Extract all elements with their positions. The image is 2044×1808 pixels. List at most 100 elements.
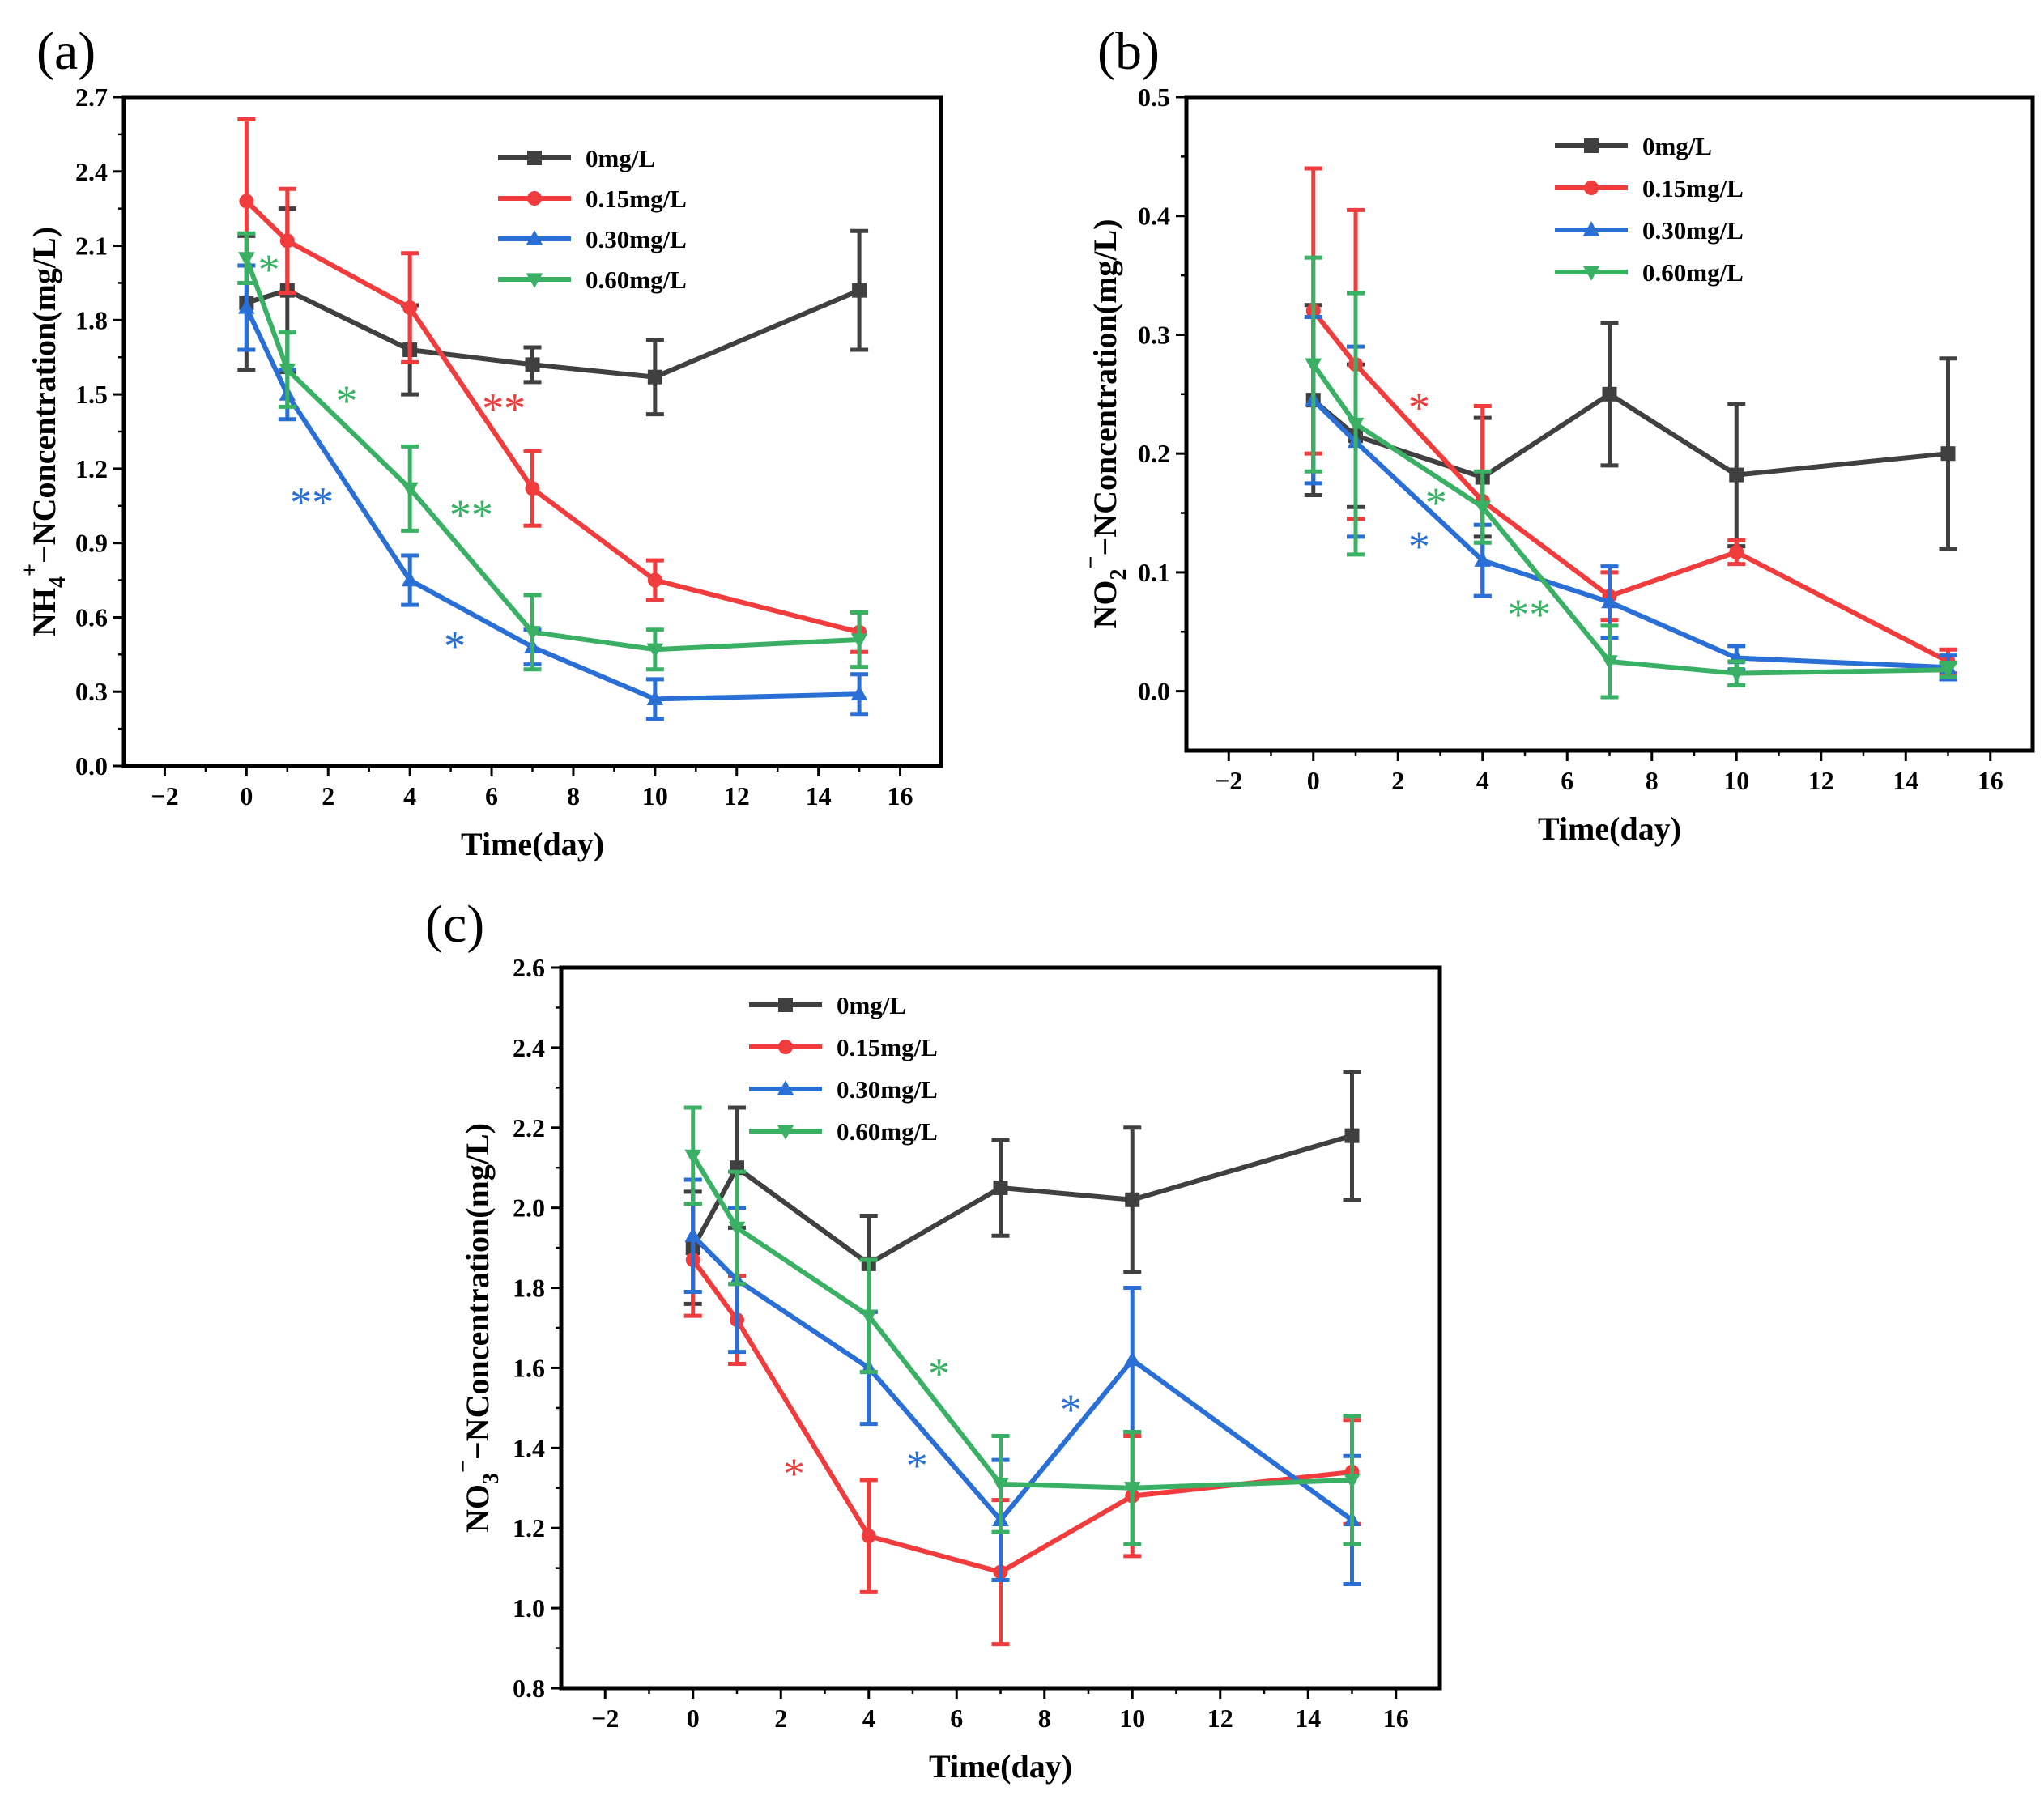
x-tick-label: 12 [1207, 1704, 1233, 1733]
y-axis-title-sup: + [18, 564, 43, 576]
data-point [1729, 544, 1744, 559]
y-axis-title-main: NO [459, 1484, 496, 1533]
legend-label: 0.60mg/L [1642, 258, 1744, 287]
legend: 0mg/L 0.15mg/L 0.30mg/L 0.60mg/L [749, 991, 938, 1146]
legend-label: 0mg/L [1642, 132, 1712, 160]
series-s060 [683, 1105, 1361, 1546]
series-s0 [1304, 303, 1957, 551]
x-tick-label: 16 [1383, 1704, 1409, 1733]
series-line [1311, 363, 1948, 676]
y-tick-label: 0.2 [1138, 439, 1170, 468]
data-point [1602, 386, 1617, 402]
y-tick-label: 0.1 [1138, 558, 1170, 587]
x-tick-label: 8 [567, 781, 580, 810]
data-point [401, 482, 419, 498]
y-tick-label: 0.0 [75, 751, 108, 781]
panel-label: (a) [36, 22, 96, 81]
series-s015 [683, 1202, 1361, 1647]
x-tick-label: 0 [240, 781, 253, 810]
y-tick-label: 2.4 [513, 1033, 545, 1062]
x-tick-label: 12 [724, 781, 750, 810]
significance-mark: * [258, 245, 280, 294]
legend-marker [527, 151, 542, 165]
data-point [239, 194, 254, 209]
legend-label: 0.60mg/L [586, 266, 687, 294]
series-line [244, 257, 860, 653]
data-point [1305, 358, 1322, 373]
legend-marker [526, 273, 543, 288]
legend-marker [778, 1040, 793, 1054]
significance-mark: * [928, 1349, 950, 1397]
series-line [245, 287, 861, 380]
y-tick-label: 2.7 [75, 83, 108, 112]
x-tick-label: 4 [862, 1704, 875, 1733]
legend-marker [778, 998, 793, 1012]
y-tick-label: 0.3 [1138, 320, 1170, 349]
data-point [1940, 446, 1956, 462]
data-point [279, 363, 296, 379]
data-point [850, 633, 868, 649]
significance-mark: * [1060, 1385, 1082, 1434]
significance-mark: * [906, 1441, 928, 1490]
data-point [684, 1227, 702, 1242]
data-point [647, 572, 662, 588]
x-tick-label: 2 [1391, 766, 1404, 795]
y-tick-label: 0.4 [1138, 202, 1170, 231]
x-axis-title: Time(day) [929, 1748, 1072, 1785]
y-tick-label: 1.6 [513, 1353, 545, 1382]
legend-label: 0.15mg/L [586, 185, 687, 213]
y-tick-label: 1.0 [513, 1593, 545, 1623]
chart-panel-c: (c) −2 0 2 4 6 8 10 12 14 16 0.8 1.0 1.2 1.4 1.6 1.8 2.0 2… [425, 895, 1442, 1785]
significance-mark: ** [1507, 590, 1551, 639]
x-tick-label: −2 [1215, 766, 1242, 795]
legend-marker [1582, 221, 1600, 236]
chart-panel-b: (b)−2 0 2 4 6 8 10 12 14 160.00.10.20.30.40.5Time… [1079, 22, 2035, 847]
significance-mark: * [444, 622, 466, 670]
y-tick-label: 2.1 [75, 232, 108, 261]
y-tick-label: 1.5 [75, 380, 108, 409]
series-line [691, 1234, 1354, 1523]
x-tick-label: 2 [322, 781, 334, 810]
y-axis-title-main: NO [1087, 581, 1123, 629]
data-point [401, 571, 419, 587]
chart-panel-a: (a) −2 0 2 4 6 8 10 12 14 16 0.0 0.3 0.6 0.9 1.2 1.5 1.8 2… [18, 22, 943, 862]
data-point [1474, 551, 1492, 567]
data-point [1347, 417, 1365, 433]
series-s060 [237, 231, 869, 672]
x-tick-label: 8 [1038, 1704, 1051, 1733]
y-tick-label: 1.8 [75, 305, 108, 334]
legend-label: 0.30mg/L [837, 1075, 938, 1104]
data-point [524, 626, 541, 641]
series-line [245, 199, 860, 635]
x-tick-label: 14 [1295, 1704, 1321, 1733]
y-tick-label: 1.4 [513, 1433, 545, 1462]
data-point [852, 283, 867, 298]
data-point [279, 233, 295, 249]
significance-mark: * [783, 1449, 805, 1498]
y-axis-title-rest: −NConcentration(mg/L) [459, 1123, 496, 1460]
legend: 0mg/L 0.15mg/L 0.30mg/L 0.60mg/L [498, 144, 687, 294]
data-point [525, 481, 540, 496]
panel-label: (c) [425, 895, 484, 954]
data-point [1601, 593, 1618, 609]
panel-label: (b) [1097, 22, 1160, 81]
data-point [1344, 1474, 1361, 1489]
y-tick-label: 0.8 [513, 1674, 545, 1703]
x-tick-label: 10 [1119, 1704, 1145, 1733]
legend: 0mg/L 0.15mg/L 0.30mg/L 0.60mg/L [1555, 132, 1744, 287]
x-tick-label: 4 [1476, 766, 1489, 795]
y-tick-label: 0.0 [1138, 677, 1170, 706]
y-axis-title-sub: 2 [1106, 569, 1131, 581]
series-line [691, 1258, 1352, 1575]
data-point [238, 299, 255, 314]
data-point [1729, 467, 1744, 483]
data-point [402, 300, 418, 316]
series-s0 [683, 1070, 1361, 1314]
x-axis-title: Time(day) [1538, 810, 1681, 847]
data-point [728, 1221, 746, 1237]
data-point [993, 1180, 1008, 1195]
x-tick-label: 12 [1808, 766, 1834, 795]
legend-marker [777, 1080, 794, 1095]
x-tick-label: 0 [1307, 766, 1320, 795]
